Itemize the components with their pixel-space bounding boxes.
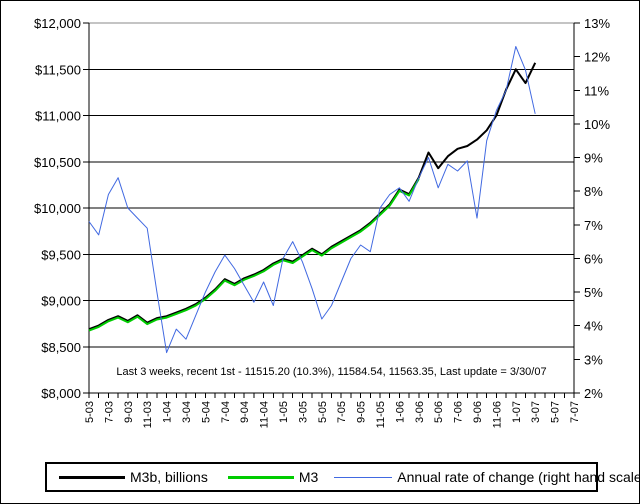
- x-axis-label: 1-05: [278, 401, 290, 423]
- y-axis-label-left: $8,000: [41, 386, 81, 401]
- x-axis-label: 7-03: [103, 401, 115, 423]
- y-axis-label-right: 3%: [584, 352, 603, 367]
- y-axis-label-right: 6%: [584, 251, 603, 266]
- x-axis-label: 5-06: [433, 401, 445, 423]
- y-axis-label-left: $9,500: [41, 247, 81, 262]
- rate-series-line: [88, 46, 536, 354]
- y-axis-label-left: $11,500: [35, 62, 81, 77]
- x-axis-label: 9-03: [123, 401, 135, 423]
- rate-line-sample-icon: [334, 476, 393, 478]
- x-axis-label: 5-07: [550, 401, 562, 423]
- x-axis-label: 3-06: [414, 401, 426, 423]
- y-axis-label-left: $10,500: [34, 155, 81, 170]
- x-axis-label: 11-04: [259, 401, 271, 428]
- legend-item-m3: M3: [227, 469, 319, 485]
- y-axis-label-right: 11%: [584, 83, 609, 98]
- x-axis-label: 7-05: [336, 401, 348, 423]
- x-axis-label: 1-06: [394, 401, 406, 423]
- x-axis-label: 9-04: [239, 401, 251, 423]
- x-axis-label: 5-05: [317, 401, 329, 423]
- y-axis-label-right: 4%: [584, 319, 603, 334]
- x-axis-label: 7-06: [453, 401, 465, 423]
- y-axis-label-right: 2%: [584, 386, 603, 401]
- x-axis-label: 9-05: [356, 401, 368, 423]
- x-axis-label: 1-04: [162, 401, 174, 423]
- m3b-line-sample-icon: [59, 475, 125, 479]
- m3-line-sample-icon: [227, 475, 294, 479]
- y-axis-label-right: 13%: [584, 16, 610, 31]
- legend-label-m3: M3: [298, 469, 319, 485]
- legend-label-m3b: M3b, billions: [130, 469, 208, 485]
- x-axis-label: 1-07: [511, 401, 523, 423]
- legend-item-m3b: M3b, billions: [59, 469, 208, 485]
- y-axis-label-left: $10,000: [34, 201, 81, 216]
- y-axis-label-right: 8%: [584, 184, 603, 199]
- x-axis-label: 3-04: [181, 401, 193, 423]
- legend-label-rate: Annual rate of change (right hand scale): [397, 469, 640, 485]
- legend-box: M3b, billions M3 Annual rate of change (…: [45, 462, 639, 492]
- x-axis-label: 11-03: [142, 401, 154, 428]
- y-axis-label-left: $9,000: [41, 294, 81, 309]
- legend-item-rate: Annual rate of change (right hand scale): [334, 469, 640, 485]
- y-axis-label-left: $12,000: [34, 16, 81, 31]
- y-axis-label-left: $8,500: [41, 340, 81, 355]
- y-axis-label-right: 5%: [584, 285, 603, 300]
- x-axis-label: 7-07: [569, 401, 581, 423]
- x-axis-label: 11-05: [375, 401, 387, 428]
- x-axis-label: 5-03: [84, 401, 96, 423]
- x-axis-label: 3-05: [297, 401, 309, 423]
- m3-series-line: [88, 178, 420, 332]
- x-axis-label: 3-07: [530, 401, 542, 423]
- y-axis-label-right: 7%: [584, 218, 603, 233]
- y-axis-label-left: $11,000: [35, 109, 81, 124]
- x-axis-label: 5-04: [200, 401, 212, 423]
- annotation-text: Last 3 weeks, recent 1st - 11515.20 (10.…: [116, 366, 547, 378]
- m3b-series-line: [88, 62, 537, 331]
- x-axis-label: 9-06: [472, 401, 484, 423]
- y-axis-label-right: 9%: [584, 151, 603, 166]
- x-axis-label: 7-04: [220, 401, 232, 423]
- y-axis-label-right: 12%: [584, 50, 610, 65]
- x-axis-label: 11-06: [491, 401, 503, 428]
- y-axis-label-right: 10%: [584, 117, 610, 132]
